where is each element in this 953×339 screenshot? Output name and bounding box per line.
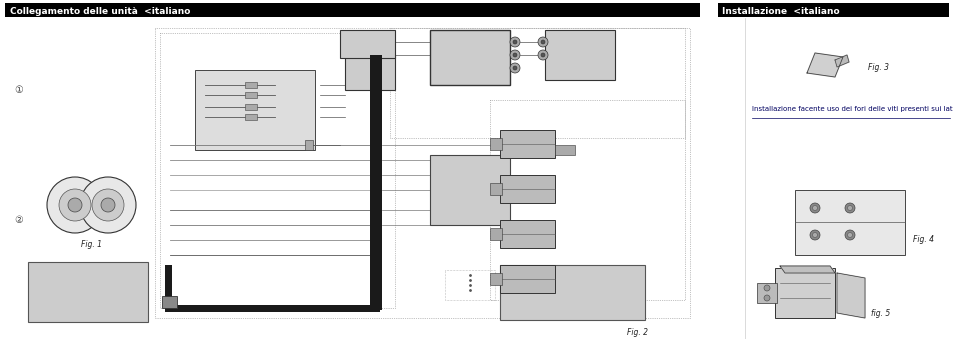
Circle shape	[47, 177, 103, 233]
Text: Fig. 3: Fig. 3	[867, 63, 888, 73]
Circle shape	[80, 177, 136, 233]
Circle shape	[59, 189, 91, 221]
Bar	[245, 104, 256, 110]
Bar	[339, 30, 395, 58]
Bar	[490, 273, 501, 285]
Bar	[370, 55, 381, 310]
Bar	[544, 30, 615, 80]
Circle shape	[844, 203, 854, 213]
Bar	[165, 305, 379, 312]
Circle shape	[91, 189, 124, 221]
Text: Fig. 2: Fig. 2	[627, 328, 648, 337]
Bar	[718, 3, 948, 17]
Bar	[345, 55, 395, 90]
Bar	[444, 270, 495, 300]
Bar	[499, 175, 555, 203]
Circle shape	[540, 53, 544, 57]
Polygon shape	[836, 273, 864, 318]
Bar	[490, 228, 501, 240]
Text: Collegamento delle unità  <italiano: Collegamento delle unità <italiano	[10, 6, 191, 16]
Text: Installazione  <italiano: Installazione <italiano	[721, 6, 839, 16]
Bar	[499, 130, 555, 158]
Polygon shape	[834, 55, 848, 67]
Circle shape	[537, 50, 547, 60]
Bar	[154, 28, 689, 318]
Circle shape	[101, 198, 115, 212]
Text: ②: ②	[14, 215, 23, 225]
Circle shape	[763, 295, 769, 301]
Circle shape	[513, 53, 517, 57]
Text: Fig. 4: Fig. 4	[912, 236, 933, 244]
Bar	[430, 30, 510, 85]
Circle shape	[68, 198, 82, 212]
Bar	[194, 70, 314, 150]
Bar	[490, 138, 501, 150]
Bar	[165, 265, 172, 312]
Circle shape	[763, 285, 769, 291]
Circle shape	[537, 37, 547, 47]
Circle shape	[510, 50, 519, 60]
Bar	[555, 145, 575, 155]
Bar	[499, 220, 555, 248]
Bar	[5, 3, 700, 17]
Circle shape	[809, 230, 820, 240]
Bar	[160, 33, 395, 308]
Polygon shape	[806, 53, 842, 77]
Bar	[430, 155, 510, 225]
Bar	[774, 268, 834, 318]
Bar	[794, 190, 904, 255]
Circle shape	[513, 66, 517, 70]
Circle shape	[812, 205, 817, 211]
Circle shape	[540, 40, 544, 44]
Text: fig. 5: fig. 5	[870, 308, 889, 318]
Circle shape	[510, 63, 519, 73]
Circle shape	[809, 203, 820, 213]
Bar	[245, 92, 256, 98]
Circle shape	[844, 230, 854, 240]
Bar	[245, 114, 256, 120]
Bar	[757, 283, 776, 303]
Text: ①: ①	[14, 85, 23, 95]
Text: Fig. 1: Fig. 1	[81, 240, 102, 249]
Bar	[499, 265, 644, 320]
Polygon shape	[780, 266, 834, 273]
Bar	[28, 262, 148, 322]
Bar	[490, 100, 684, 300]
Circle shape	[812, 233, 817, 238]
Bar	[499, 265, 555, 293]
Text: Installazione facente uso dei fori delle viti presenti sui lati dell'apparecchio: Installazione facente uso dei fori delle…	[751, 106, 953, 112]
Circle shape	[513, 40, 517, 44]
Bar	[305, 140, 313, 150]
Circle shape	[510, 37, 519, 47]
Bar	[162, 296, 177, 308]
Bar	[390, 28, 684, 138]
Circle shape	[846, 233, 852, 238]
Bar	[490, 183, 501, 195]
Bar	[245, 82, 256, 88]
Circle shape	[846, 205, 852, 211]
